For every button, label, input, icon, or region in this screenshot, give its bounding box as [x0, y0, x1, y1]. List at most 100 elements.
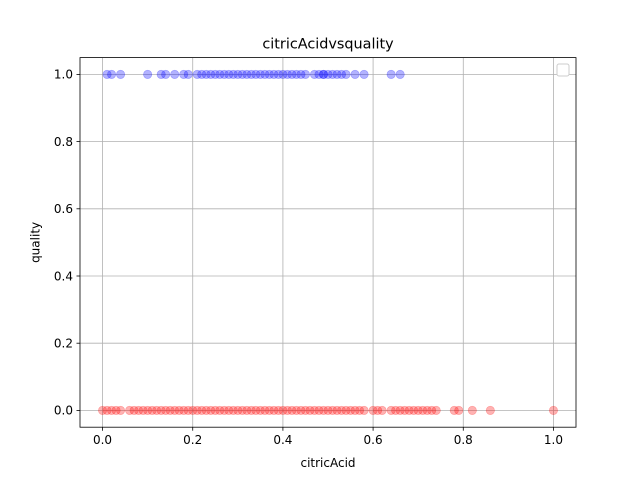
- scatter-point: [328, 69, 338, 79]
- scatter-point: [300, 69, 310, 79]
- scatter-point: [237, 69, 247, 79]
- scatter-point: [161, 69, 171, 79]
- y-tick-label: 0.4: [54, 269, 73, 283]
- scatter-point: [309, 405, 319, 415]
- scatter-point: [305, 405, 315, 415]
- scatter-point: [418, 405, 428, 415]
- scatter-point: [255, 405, 265, 415]
- scatter-point: [400, 405, 410, 415]
- axes-frame: [79, 57, 577, 428]
- scatter-point: [219, 69, 229, 79]
- scatter-point: [228, 69, 238, 79]
- scatter-point: [282, 405, 292, 415]
- scatter-point: [102, 69, 112, 79]
- scatter-point: [287, 405, 297, 415]
- scatter-point: [165, 405, 175, 415]
- scatter-point: [260, 405, 270, 415]
- x-tick-label: 0.4: [273, 433, 292, 447]
- grid: [80, 57, 576, 428]
- scatter-point: [318, 69, 328, 79]
- x-tick-label: 1.0: [544, 433, 563, 447]
- scatter-point: [323, 69, 333, 79]
- scatter-point: [125, 405, 135, 415]
- scatter-point: [201, 405, 211, 415]
- scatter-point: [409, 405, 419, 415]
- scatter-point: [377, 405, 387, 415]
- ticks: 0.0 0.2 0.4 0.6 0.8 1.0 0.0 0.2 0.4 0.6 0.8 1.0: [54, 68, 563, 448]
- scatter-point: [197, 69, 207, 79]
- scatter-point: [116, 69, 126, 79]
- scatter-point: [291, 405, 301, 415]
- scatter-point: [111, 405, 121, 415]
- scatter-point: [174, 405, 184, 415]
- scatter-point: [454, 405, 464, 415]
- y-tick-label: 0.0: [54, 404, 73, 418]
- scatter-point: [246, 405, 256, 415]
- scatter-point: [156, 69, 166, 79]
- y-axis-label: quality: [29, 222, 43, 263]
- scatter-point: [183, 69, 193, 79]
- scatter-point: [404, 405, 414, 415]
- scatter-point: [278, 69, 288, 79]
- scatter-point: [350, 69, 360, 79]
- scatter-point: [143, 69, 153, 79]
- scatter-point: [107, 69, 117, 79]
- scatter-point: [314, 69, 324, 79]
- scatter-point: [309, 69, 319, 79]
- scatter-point: [224, 69, 234, 79]
- scatter-point: [350, 405, 360, 415]
- scatter-point: [296, 69, 306, 79]
- scatter-point: [156, 405, 166, 415]
- scatter-point: [273, 69, 283, 79]
- x-tick-label: 0.0: [93, 433, 112, 447]
- scatter-point: [337, 69, 347, 79]
- scatter-point: [413, 405, 423, 415]
- scatter-point: [233, 405, 243, 415]
- x-tick-label: 0.8: [454, 433, 473, 447]
- scatter-point: [427, 405, 437, 415]
- scatter-point: [219, 405, 229, 415]
- scatter-point: [287, 69, 297, 79]
- scatter-point: [251, 405, 261, 415]
- scatter-point: [228, 405, 238, 415]
- scatter-point: [395, 69, 405, 79]
- scatter-point: [233, 69, 243, 79]
- scatter-point: [314, 405, 324, 415]
- scatter-point: [359, 69, 369, 79]
- scatter-point: [346, 405, 356, 415]
- scatter-point: [147, 405, 157, 415]
- scatter-point: [246, 69, 256, 79]
- scatter-point: [251, 69, 261, 79]
- scatter-point: [161, 405, 171, 415]
- y-tick-label: 0.8: [54, 135, 73, 149]
- scatter-point: [332, 69, 342, 79]
- scatter-point: [355, 405, 365, 415]
- scatter-point: [179, 69, 189, 79]
- scatter-point: [300, 405, 310, 415]
- scatter-point: [116, 405, 126, 415]
- scatter-point: [192, 405, 202, 415]
- scatter-point: [449, 405, 459, 415]
- scatter-point: [391, 405, 401, 415]
- x-axis-label: citricAcid: [300, 456, 355, 470]
- scatter-point: [359, 405, 369, 415]
- scatter-point: [107, 405, 117, 415]
- scatter-point: [138, 405, 148, 415]
- scatter-point: [197, 405, 207, 415]
- scatter-point: [337, 405, 347, 415]
- scatter-point: [332, 405, 342, 415]
- scatter-point: [143, 405, 153, 415]
- scatter-point: [264, 405, 274, 415]
- scatter-point: [282, 69, 292, 79]
- y-tick-label: 0.2: [54, 337, 73, 351]
- scatter-point: [215, 69, 225, 79]
- scatter-point: [242, 69, 252, 79]
- scatter-point: [215, 405, 225, 415]
- scatter-point: [264, 69, 274, 79]
- scatter-point: [183, 405, 193, 415]
- y-tick-label: 0.6: [54, 202, 73, 216]
- scatter-point: [210, 405, 220, 415]
